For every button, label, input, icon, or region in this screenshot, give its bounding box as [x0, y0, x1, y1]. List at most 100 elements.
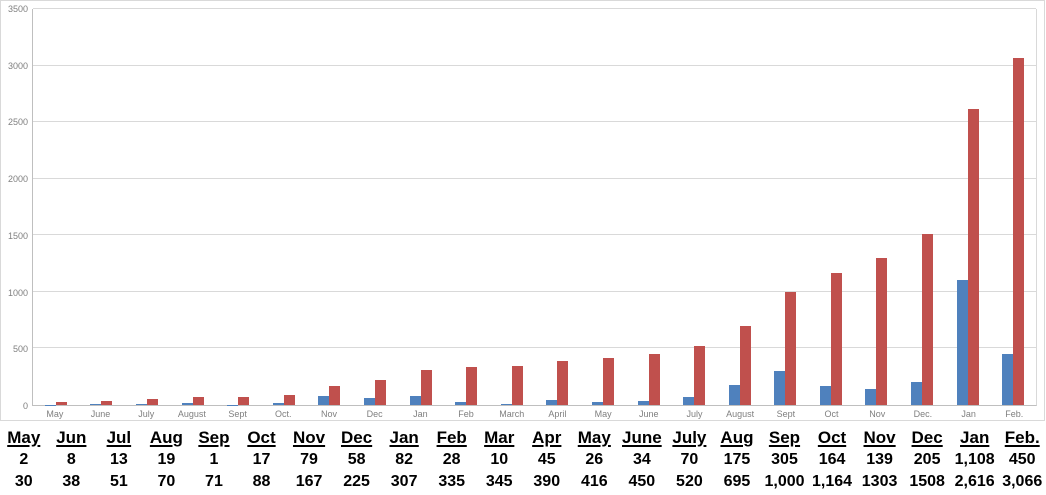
table-month-header: Sep [198, 428, 230, 447]
table-cumulative-value: 70 [157, 473, 176, 490]
x-axis-label: Nov [320, 409, 337, 419]
table-monthly-value: 13 [109, 451, 128, 468]
gridline [33, 121, 1036, 123]
table-cumulative-value: 307 [390, 473, 418, 490]
y-axis-tick-label: 1000 [7, 287, 28, 298]
bar-cumulative [466, 367, 478, 405]
x-axis-label: Dec. [913, 409, 933, 419]
bar-group [854, 9, 900, 405]
bar-cumulative [101, 400, 113, 405]
table-monthly-value: 19 [157, 451, 176, 468]
gridline [33, 8, 1036, 9]
x-axis-label: Jan [413, 409, 428, 419]
x-axis-label: Oct. [275, 409, 292, 419]
y-axis-tick-label: 3500 [7, 4, 28, 14]
table-monthly-value: 205 [913, 451, 941, 468]
x-axis: May June July August Sept Oct. Nov Dec Jan Feb Mar… [32, 409, 1037, 419]
table-month-header: Dec [340, 428, 373, 447]
bar-cumulative [55, 401, 67, 405]
table-column: Oct 17 88 [238, 426, 286, 493]
y-axis-tick-label: 0 [22, 401, 28, 411]
gridline [33, 64, 1036, 66]
table-cumulative-value: 1,164 [812, 473, 853, 490]
table-month-header: Aug [720, 428, 754, 447]
table-month-header: Jun [56, 428, 87, 447]
table-cumulative-value: 450 [628, 473, 656, 490]
x-axis-label: July [686, 409, 703, 419]
table-month-header: Feb [436, 428, 467, 447]
table-cumulative-value: 1508 [909, 473, 945, 490]
table-cumulative-value: 38 [62, 473, 81, 490]
bar-monthly [363, 398, 375, 405]
table-cumulative-value: 1303 [861, 473, 898, 490]
bar-cumulative [283, 395, 295, 405]
bar-group [33, 9, 79, 405]
bar-monthly [546, 399, 558, 405]
x-axis-label: August [177, 409, 206, 419]
table-month-header: May [577, 428, 611, 447]
table-monthly-value: 70 [680, 451, 699, 468]
table-cumulative-value: 71 [205, 473, 223, 490]
table-month-header: Jul [106, 428, 132, 447]
table-month-header: Jan [960, 428, 990, 447]
plot-area [32, 8, 1037, 406]
table-column: Nov 139 1303 [856, 426, 904, 493]
bar-cumulative [374, 379, 386, 405]
bar-chart: 0 500 1000 1500 2000 2500 3000 3500 May June July… [0, 0, 1045, 421]
bar-group [215, 9, 261, 405]
table-column: Dec 205 1508 [903, 426, 951, 493]
y-axis-tick-label: 1500 [7, 230, 28, 241]
table-cumulative-value: 167 [295, 473, 323, 490]
table-column: Oct 164 1,164 [808, 426, 856, 493]
table-month-header: Nov [863, 428, 896, 447]
table-month-header: July [672, 428, 707, 447]
table-cumulative-value: 2,616 [954, 473, 995, 490]
x-axis-label: May [594, 409, 612, 419]
bar-monthly [865, 389, 877, 405]
table-monthly-value: 28 [442, 451, 461, 468]
table-monthly-value: 58 [347, 451, 366, 468]
bar-cumulative [648, 354, 660, 405]
table-month-header: Oct [817, 428, 847, 447]
bar-monthly [819, 386, 831, 405]
bar-group [307, 9, 353, 405]
table-cumulative-value: 3,066 [1002, 473, 1043, 490]
table-column: July 70 520 [666, 426, 714, 493]
bar-group [945, 9, 991, 405]
table-monthly-value: 10 [490, 451, 509, 468]
table-month-header: Sep [768, 428, 801, 447]
bar-monthly [135, 403, 147, 405]
table-cumulative-value: 416 [580, 473, 608, 490]
x-axis-label: May [46, 409, 64, 419]
table-column: Jun 8 38 [48, 426, 96, 493]
x-axis-label: August [726, 409, 755, 419]
bar-cumulative [739, 326, 751, 405]
table-cumulative-value: 30 [14, 473, 33, 490]
table-column: Jan 82 307 [380, 426, 428, 493]
table-month-header: Mar [484, 428, 515, 447]
bar-monthly [318, 396, 330, 405]
bar-monthly [591, 402, 603, 405]
bar-cumulative [329, 386, 341, 405]
table-month-header: Oct [247, 428, 276, 447]
bar-group [124, 9, 170, 405]
gridline [33, 347, 1036, 349]
bar-cumulative [557, 360, 569, 405]
table-column: Jan 1,108 2,616 [951, 426, 999, 493]
bar-series [33, 9, 1036, 405]
bar-cumulative [238, 396, 250, 405]
table-monthly-value: 26 [585, 451, 604, 468]
table-month-header: June [622, 428, 662, 447]
bar-group [79, 9, 125, 405]
bar-group [261, 9, 307, 405]
x-axis-label: Jan [961, 409, 976, 419]
bar-group [352, 9, 398, 405]
table-month-header: Jan [389, 428, 419, 447]
table-monthly-value: 305 [771, 451, 798, 468]
x-axis-label: Feb [458, 409, 474, 419]
table-month-header: Feb. [1004, 428, 1040, 447]
bar-monthly [455, 401, 467, 405]
y-axis-tick-label: 3000 [7, 60, 28, 71]
table-cumulative-value: 520 [676, 473, 703, 490]
bar-cumulative [922, 234, 934, 405]
